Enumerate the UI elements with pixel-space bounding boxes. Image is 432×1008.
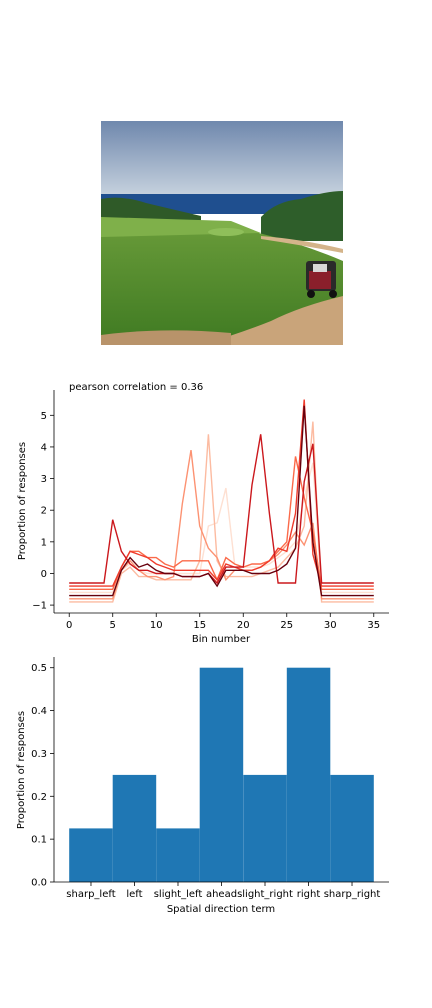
y-axis-label: Proportion of responses (16, 711, 27, 829)
y-tick-label: 0.0 (31, 878, 47, 889)
series-line-4 (69, 456, 374, 591)
y-tick-label: 1 (41, 537, 47, 548)
series-line-5 (69, 399, 374, 587)
y-tick-label: 0.1 (31, 835, 47, 846)
bar-ahead (199, 667, 244, 882)
bar-right (286, 667, 331, 882)
x-tick-group: sharp_left left slight_left ahead slight_rig… (66, 882, 380, 900)
x-tick-label: sharp_right (324, 889, 381, 900)
series-line-6 (69, 434, 374, 585)
bar-sharp-right (330, 774, 374, 882)
bar-group (69, 667, 374, 882)
x-tick-label: 15 (193, 620, 206, 631)
x-tick-label: 0 (66, 620, 72, 631)
golf-course-photo (101, 121, 343, 345)
x-tick-label: 25 (280, 620, 293, 631)
x-tick-label: 10 (150, 620, 163, 631)
x-tick-label: 30 (324, 620, 337, 631)
y-tick-group: 0.0 0.1 0.2 0.3 0.4 0.5 (31, 663, 54, 889)
y-tick-label: 4 (41, 442, 47, 453)
chart-title: pearson correlation = 0.36 (69, 382, 203, 393)
distant-trees-right (261, 191, 343, 241)
green (208, 228, 244, 236)
x-tick-label: right (297, 889, 321, 900)
bar-chart: sharp_left left slight_left ahead slight_rig… (16, 657, 389, 915)
sky (101, 121, 343, 197)
line-chart: pearson correlation = 0.36 0 5 10 15 20 25 30 3… (17, 382, 389, 645)
y-axis-label: Proportion of responses (17, 442, 28, 560)
x-tick-label: 35 (367, 620, 380, 631)
x-tick-label: slight_right (237, 889, 293, 900)
x-tick-label: left (126, 889, 142, 900)
line-series-group (69, 399, 374, 603)
x-tick-label: 5 (110, 620, 116, 631)
x-tick-label: ahead (206, 889, 237, 900)
y-tick-label: 0 (41, 569, 47, 580)
y-tick-label: 3 (41, 474, 47, 485)
right-path (261, 236, 343, 253)
x-tick-label: sharp_left (66, 889, 115, 900)
y-tick-label: 2 (41, 506, 47, 517)
y-tick-label: 0.3 (31, 749, 47, 760)
y-tick-label: 0.5 (31, 663, 47, 674)
bar-left (112, 774, 157, 882)
fairway (101, 220, 343, 345)
x-axis-label: Spatial direction term (167, 904, 275, 915)
sand-bunker (101, 330, 231, 345)
y-tick-label: −1 (32, 601, 47, 612)
x-tick-group: 0 5 10 15 20 25 30 35 (66, 613, 380, 631)
x-tick-label: slight_left (154, 889, 203, 900)
y-tick-label: 0.2 (31, 792, 47, 803)
bar-sharp-left (69, 828, 113, 882)
cart-path (201, 296, 343, 345)
x-tick-label: 20 (237, 620, 250, 631)
golf-cart-icon (306, 261, 337, 298)
x-axis-label: Bin number (192, 634, 251, 645)
series-line-7 (69, 405, 374, 597)
y-tick-label: 5 (41, 411, 47, 422)
bar-slight-left (156, 828, 200, 882)
y-tick-group: −1 0 1 2 3 4 5 (32, 411, 54, 612)
bar-slight-right (243, 774, 287, 882)
y-tick-label: 0.4 (31, 706, 47, 717)
